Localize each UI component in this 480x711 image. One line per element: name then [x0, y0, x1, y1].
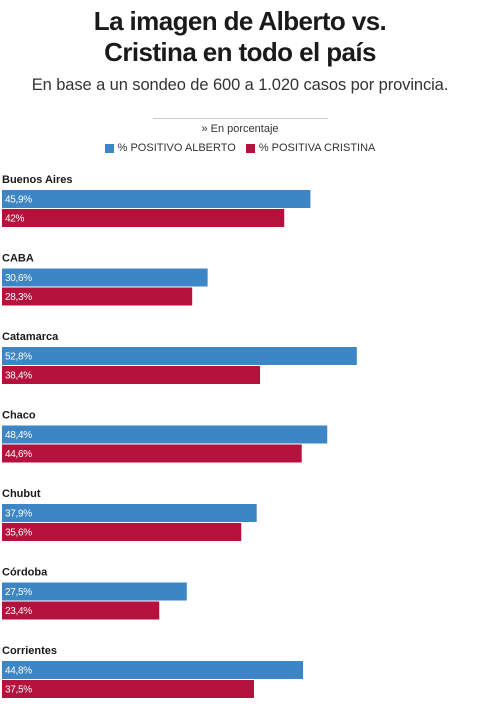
chart-title-line-2: Cristina en todo el país — [104, 37, 376, 67]
legend-item-cristina: % POSITIVA CRISTINA — [245, 142, 376, 154]
category-label: Córdoba — [2, 567, 48, 579]
chart-title-line-1: La imagen de Alberto vs. — [93, 6, 387, 36]
data-label-cristina: 28,3% — [5, 292, 32, 303]
legend: % POSITIVO ALBERTO % POSITIVA CRISTINA — [0, 142, 480, 154]
unit-note: » En porcentaje — [201, 123, 279, 135]
legend-label-cristina: % POSITIVA CRISTINA — [258, 142, 376, 154]
data-label-alberto: 27,5% — [5, 587, 32, 598]
legend-swatch-alberto — [104, 143, 114, 153]
bar-cristina — [2, 444, 302, 463]
chart-title: La imagen de Alberto vs. Cristina en tod… — [0, 6, 480, 68]
bar-alberto — [2, 268, 208, 287]
bar-alberto — [2, 661, 304, 679]
chart-subtitle: En base a un sondeo de 600 a 1.020 casos… — [31, 76, 449, 94]
data-label-cristina: 42% — [5, 214, 25, 225]
category-label: Buenos Aires — [2, 174, 73, 186]
category-label: CABA — [2, 253, 34, 265]
bar-alberto — [2, 347, 357, 365]
bar-alberto — [2, 190, 311, 208]
data-label-cristina: 38,4% — [5, 371, 32, 382]
legend-item-alberto: % POSITIVO ALBERTO — [104, 142, 236, 154]
data-label-alberto: 44,8% — [5, 666, 32, 677]
bar-cristina — [2, 366, 261, 384]
bar-alberto — [2, 582, 187, 601]
category-label: Chubut — [2, 488, 41, 500]
bar-alberto — [2, 425, 328, 444]
bar-chart: Buenos Aires 45,9% 42% CABA 30,6% 28,3% Catama… — [2, 174, 357, 698]
data-label-alberto: 30,6% — [5, 273, 32, 284]
category-label: Chaco — [2, 410, 36, 422]
data-label-cristina: 44,6% — [5, 449, 32, 460]
bar-cristina — [2, 287, 193, 306]
bar-cristina — [2, 523, 242, 541]
data-label-cristina: 35,6% — [5, 528, 32, 539]
data-label-cristina: 23,4% — [5, 606, 32, 617]
data-label-alberto: 37,9% — [5, 509, 32, 520]
legend-label-alberto: % POSITIVO ALBERTO — [117, 142, 236, 154]
divider — [152, 118, 328, 119]
data-label-alberto: 45,9% — [5, 195, 32, 206]
legend-swatch-cristina — [245, 143, 255, 153]
bar-cristina — [2, 601, 160, 620]
data-label-alberto: 48,4% — [5, 430, 32, 441]
data-label-cristina: 37,5% — [5, 685, 32, 696]
category-label: Corrientes — [2, 645, 57, 657]
bar-cristina — [2, 680, 254, 698]
data-label-alberto: 52,8% — [5, 352, 32, 363]
bar-alberto — [2, 504, 257, 522]
bar-cristina — [2, 209, 285, 227]
category-label: Catamarca — [2, 331, 59, 343]
